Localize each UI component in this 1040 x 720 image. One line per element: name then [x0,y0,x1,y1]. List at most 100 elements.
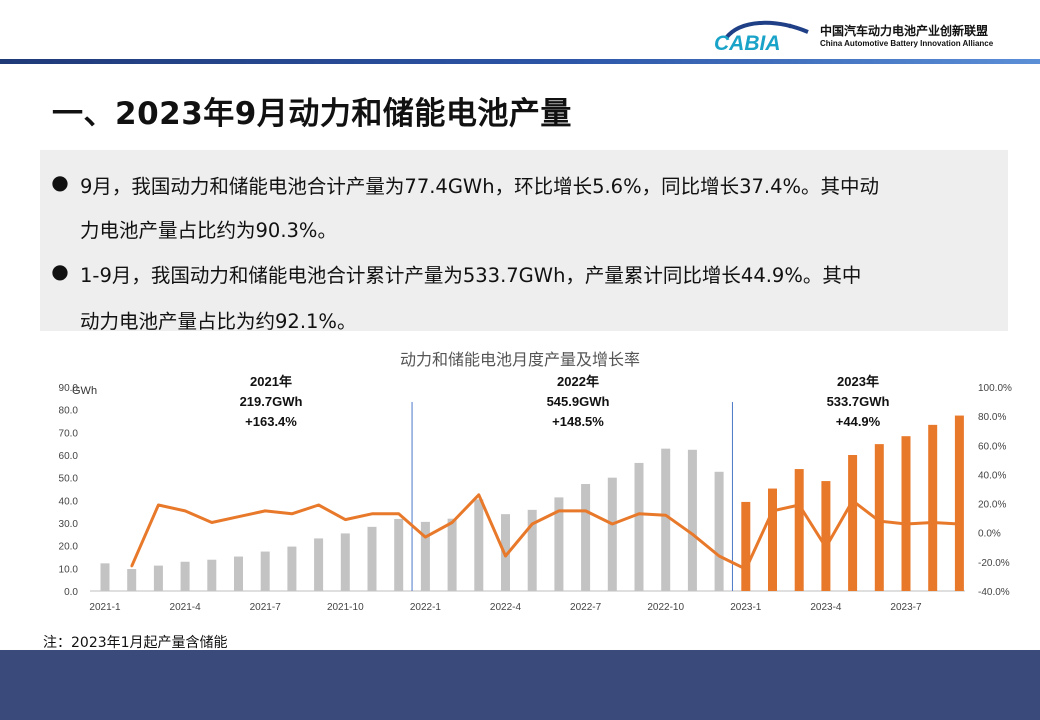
bar-2021-2 [127,569,136,591]
x-tick-label: 2023-1 [730,602,762,613]
bar-2023-4 [821,481,830,591]
x-tick-label: 2021-4 [170,602,202,613]
bullet-dot: ● [48,259,72,283]
footnote: 注：2023年1月起产量含储能 [43,632,228,652]
growth-point-2023-5 [851,499,853,501]
bar-2023-5 [848,455,857,591]
summary-bullet2-line1: 1-9月，我国动力和储能电池合计累计产量为533.7GWh，产量累计同比增长44… [80,259,861,288]
y-tick-label: 80.0 [59,406,79,417]
bar-2022-10 [661,449,670,591]
y-axis-unit-label: GWh [72,385,97,397]
bar-2022-1 [421,522,430,591]
bar-2022-3 [474,499,483,591]
growth-point-2021-12 [398,513,400,515]
growth-point-2022-5 [531,523,533,525]
growth-point-2023-2 [771,510,773,512]
growth-point-2023-8 [932,521,934,523]
growth-point-2022-6 [558,510,560,512]
x-tick-label: 2023-7 [890,602,922,613]
bar-2021-4 [181,562,190,591]
growth-point-2021-2 [131,565,133,567]
header-divider [0,59,1040,64]
bar-2023-7 [902,436,911,591]
growth-point-2022-12 [718,555,720,557]
y2-tick-label: 20.0% [978,500,1006,511]
growth-point-2021-4 [184,510,186,512]
y2-tick-label: 100.0% [978,383,1012,394]
x-tick-label: 2021-10 [327,602,364,613]
bar-2022-8 [608,478,617,591]
bar-2021-8 [287,547,296,591]
bar-2021-11 [368,527,377,591]
bar-2023-2 [768,489,777,591]
annotation-year: 2023年 [837,374,879,389]
cabia-logo: CABIA 中国汽车动力电池产业创新联盟 China Automotive Ba… [712,16,1012,56]
y2-tick-label: 60.0% [978,441,1006,452]
growth-point-2022-10 [665,514,667,516]
y-tick-label: 10.0 [59,564,79,575]
bar-2022-12 [715,472,724,591]
y-tick-label: 20.0 [59,542,79,553]
x-tick-label: 2022-1 [410,602,442,613]
growth-point-2021-11 [371,513,373,515]
y-tick-label: 60.0 [59,451,79,462]
bar-2022-9 [635,463,644,591]
logo-wordmark: CABIA [714,32,781,55]
bar-2023-9 [955,416,964,591]
growth-point-2023-9 [958,523,960,525]
page-title: 一、2023年9月动力和储能电池产量 [52,88,572,133]
bar-2022-11 [688,450,697,591]
annotation-total: 533.7GWh [827,394,890,409]
growth-point-2021-8 [291,513,293,515]
annotation-growth: +163.4% [245,414,297,429]
growth-point-2023-3 [798,504,800,506]
footer-band [0,650,1040,720]
org-name-en: China Automotive Battery Innovation Alli… [820,39,993,48]
bar-2021-12 [394,519,403,591]
annotation-year: 2022年 [557,374,599,389]
x-tick-label: 2022-7 [570,602,602,613]
y2-tick-label: 0.0% [978,529,1001,540]
y2-tick-label: -40.0% [978,587,1010,598]
bar-2021-10 [341,533,350,591]
annotation-growth: +148.5% [552,414,604,429]
y-tick-label: 50.0 [59,474,79,485]
growth-point-2022-8 [611,523,613,525]
annotation-growth: +44.9% [836,414,881,429]
production-chart: 0.0 10.0 20.0 30.0 40.0 50.0 60.0 70.0 80.0 90.0 -… [0,360,1040,615]
bar-2021-7 [261,552,270,591]
x-tick-label: 2023-4 [810,602,842,613]
growth-point-2022-9 [638,513,640,515]
growth-point-2022-7 [584,510,586,512]
growth-point-2022-11 [691,533,693,535]
bar-2022-2 [448,519,457,591]
x-tick-label: 2021-1 [89,602,121,613]
bar-2021-6 [234,557,243,591]
bullet-dot: ● [48,170,72,194]
bar-2021-9 [314,538,323,591]
y2-tick-label: 80.0% [978,412,1006,423]
org-name-cn: 中国汽车动力电池产业创新联盟 [820,22,988,39]
growth-point-2021-6 [237,515,239,517]
y2-tick-label: -20.0% [978,558,1010,569]
growth-point-2021-7 [264,510,266,512]
growth-point-2021-3 [157,504,159,506]
summary-bullet1-line2: 力电池产量占比约为90.3%。 [80,214,337,243]
bar-2021-5 [207,560,216,591]
growth-point-2022-2 [451,521,453,523]
growth-point-2022-4 [504,555,506,557]
x-tick-label: 2022-10 [647,602,684,613]
y-tick-label: 40.0 [59,496,79,507]
annotation-total: 545.9GWh [547,394,610,409]
y-tick-label: 70.0 [59,428,79,439]
annotation-total: 219.7GWh [240,394,303,409]
bar-2023-3 [795,469,804,591]
bar-2022-7 [581,484,590,591]
growth-point-2021-10 [344,518,346,520]
car-swoosh-icon: CABIA [712,16,816,56]
growth-point-2023-1 [745,568,747,570]
bar-2021-3 [154,566,163,591]
y-tick-label: 30.0 [59,519,79,530]
bar-2023-8 [928,425,937,591]
growth-point-2023-7 [905,523,907,525]
